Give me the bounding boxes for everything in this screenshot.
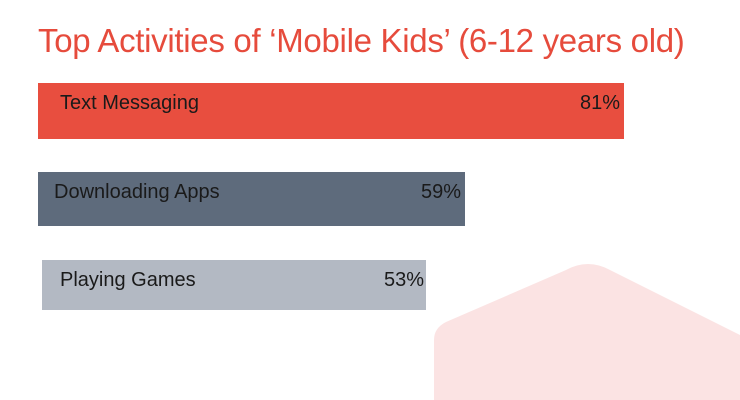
bar-value-label: 53% [383,269,424,291]
bar-value-label: 81% [579,92,620,114]
bar-category-label: Downloading Apps [54,181,220,203]
bar-category-label: Playing Games [60,269,196,291]
bar-playing-games [42,260,426,310]
chart-title: Top Activities of ‘Mobile Kids’ (6-12 ye… [38,22,685,59]
bar-value-label: 59% [420,181,461,203]
bar-category-label: Text Messaging [60,92,199,114]
bar-text-messaging [38,83,624,139]
bar-downloading-apps [38,172,465,226]
